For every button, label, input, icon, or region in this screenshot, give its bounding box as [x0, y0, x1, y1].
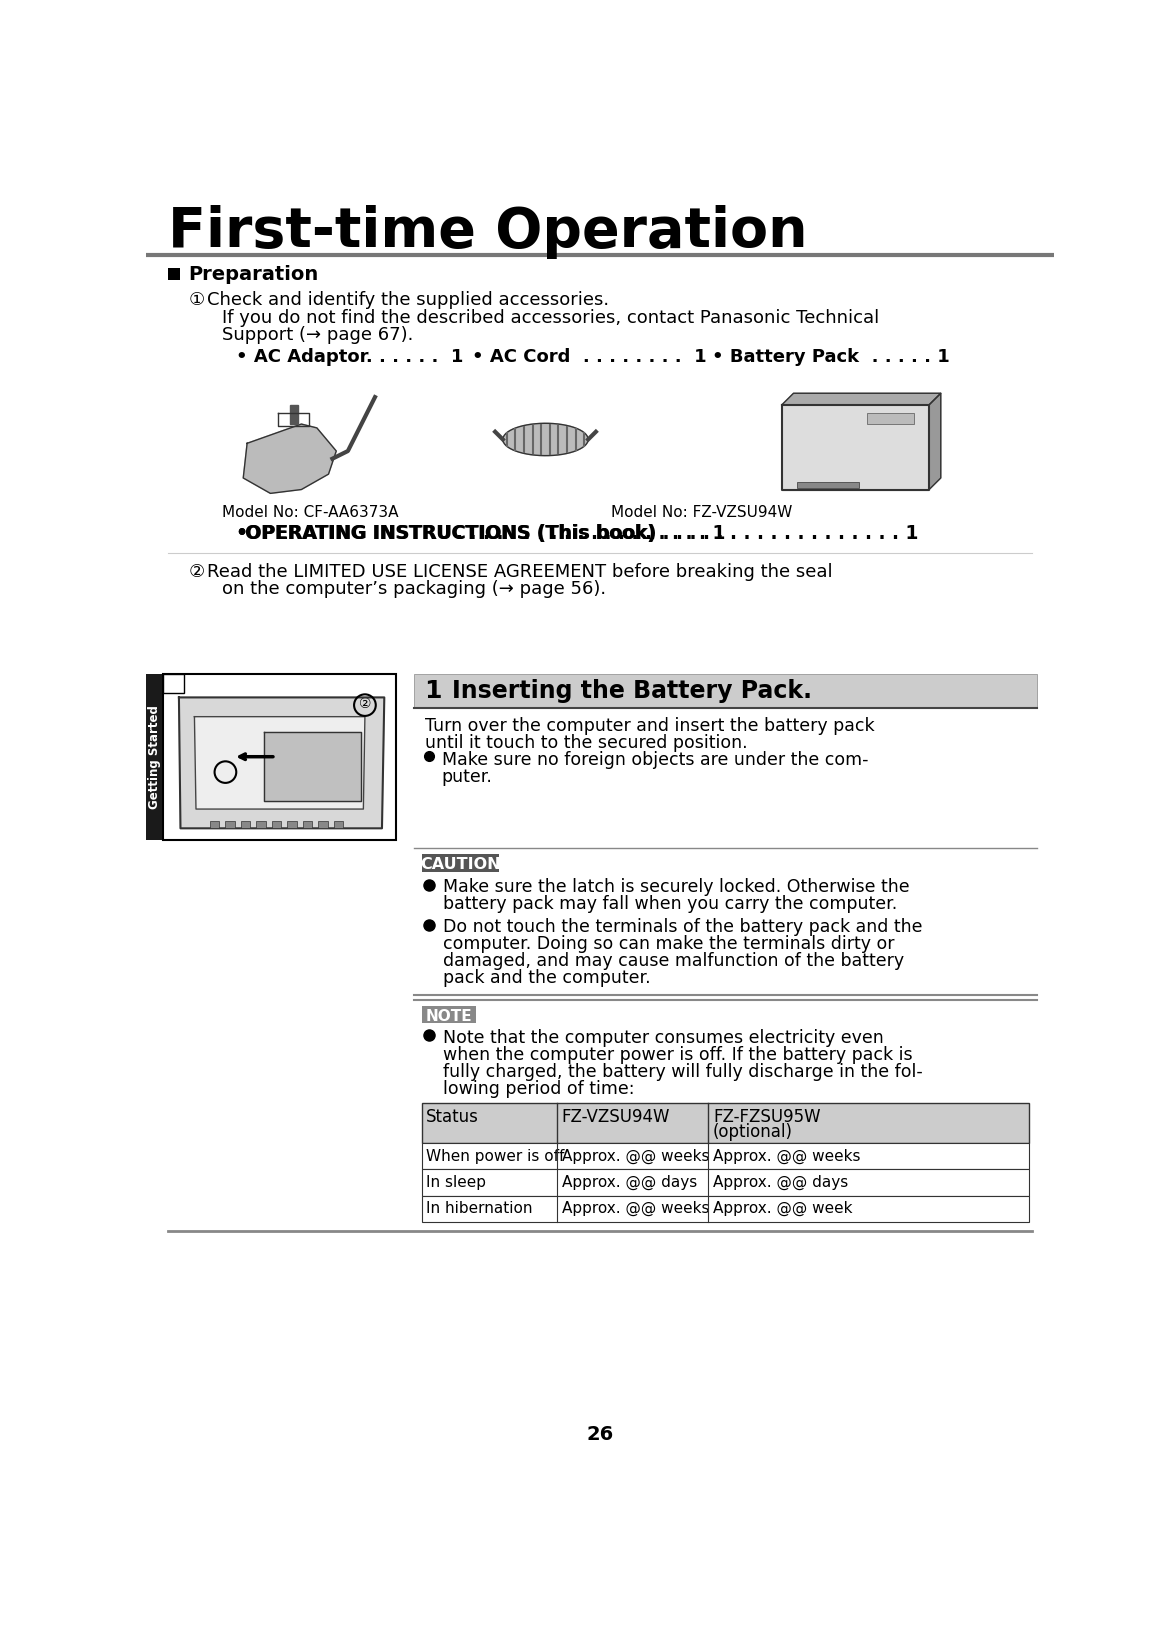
Text: Approx. @@ days: Approx. @@ days — [562, 1175, 697, 1190]
Text: Approx. @@ weeks: Approx. @@ weeks — [562, 1149, 710, 1163]
Text: • AC Cord  . . . . . . . .  1: • AC Cord . . . . . . . . 1 — [472, 348, 706, 366]
Polygon shape — [782, 394, 940, 405]
Bar — [272, 820, 281, 829]
Text: Make sure the latch is securely locked. Otherwise the: Make sure the latch is securely locked. … — [443, 878, 910, 896]
Text: puter.: puter. — [441, 768, 493, 786]
Bar — [334, 820, 343, 829]
Text: battery pack may fall when you carry the computer.: battery pack may fall when you carry the… — [443, 896, 897, 914]
Polygon shape — [289, 405, 297, 423]
Text: Model No: FZ-VZSU94W: Model No: FZ-VZSU94W — [611, 505, 793, 520]
Text: In hibernation: In hibernation — [426, 1201, 533, 1216]
Text: fully charged, the battery will fully discharge in the fol-: fully charged, the battery will fully di… — [443, 1063, 923, 1081]
Bar — [287, 820, 296, 829]
Text: Model No: CF-AA6373A: Model No: CF-AA6373A — [222, 505, 399, 520]
Text: computer. Doing so can make the terminals dirty or: computer. Doing so can make the terminal… — [443, 935, 895, 953]
Bar — [164, 674, 396, 840]
Bar — [226, 820, 234, 829]
Bar — [319, 820, 328, 829]
Text: ②: ② — [189, 563, 205, 581]
Text: (optional): (optional) — [713, 1122, 793, 1140]
Text: CAUTION: CAUTION — [420, 857, 500, 871]
Bar — [169, 267, 180, 281]
Polygon shape — [929, 394, 940, 489]
Text: FZ-FZSU95W: FZ-FZSU95W — [713, 1108, 821, 1126]
Text: Preparation: Preparation — [189, 266, 319, 284]
Text: Read the LIMITED USE LICENSE AGREEMENT before breaking the seal: Read the LIMITED USE LICENSE AGREEMENT b… — [207, 563, 833, 581]
Bar — [422, 1144, 1029, 1170]
Text: . . . . . . . . . . . . . . . . . . . 1: . . . . . . . . . . . . . . . . . . . 1 — [649, 523, 918, 543]
Text: 1: 1 — [425, 679, 443, 702]
Bar — [867, 412, 913, 423]
Text: Getting Started: Getting Started — [148, 706, 160, 809]
Text: on the computer’s packaging (→ page 56).: on the computer’s packaging (→ page 56). — [222, 581, 607, 599]
Text: OPERATING INSTRUCTIONS (This book): OPERATING INSTRUCTIONS (This book) — [245, 523, 656, 543]
Text: 1: 1 — [166, 676, 177, 694]
Text: Check and identify the supplied accessories.: Check and identify the supplied accessor… — [207, 290, 609, 309]
Text: In sleep: In sleep — [426, 1175, 486, 1190]
Text: Make sure no foreign objects are under the com-: Make sure no foreign objects are under t… — [441, 752, 868, 770]
Text: • Battery Pack  . . . . . 1: • Battery Pack . . . . . 1 — [712, 348, 950, 366]
Text: • AC Adaptor. . . . . .  1: • AC Adaptor. . . . . . 1 — [235, 348, 463, 366]
Text: Approx. @@ days: Approx. @@ days — [713, 1175, 848, 1190]
Text: Approx. @@ weeks: Approx. @@ weeks — [562, 1201, 710, 1216]
Bar — [422, 1170, 1029, 1196]
Text: Do not touch the terminals of the battery pack and the: Do not touch the terminals of the batter… — [443, 919, 923, 937]
Bar — [241, 820, 251, 829]
Text: NOTE: NOTE — [425, 1009, 472, 1024]
Text: when the computer power is off. If the battery pack is: when the computer power is off. If the b… — [443, 1047, 913, 1065]
Bar — [256, 820, 266, 829]
Bar — [413, 674, 1036, 709]
Bar — [422, 1103, 1029, 1144]
Text: lowing period of time:: lowing period of time: — [443, 1080, 635, 1098]
Text: Support (→ page 67).: Support (→ page 67). — [222, 327, 413, 345]
Text: Inserting the Battery Pack.: Inserting the Battery Pack. — [452, 679, 813, 702]
Text: •: • — [235, 523, 254, 543]
Text: Note that the computer consumes electricity even: Note that the computer consumes electric… — [443, 1029, 884, 1047]
Text: pack and the computer.: pack and the computer. — [443, 970, 651, 988]
Bar — [303, 820, 313, 829]
Polygon shape — [265, 732, 361, 801]
Text: Approx. @@ weeks: Approx. @@ weeks — [713, 1149, 861, 1163]
Text: When power is off: When power is off — [426, 1149, 564, 1163]
Bar — [422, 1196, 1029, 1223]
Text: If you do not find the described accessories, contact Panasonic Technical: If you do not find the described accesso… — [222, 309, 879, 327]
Bar — [164, 674, 184, 693]
Text: . . . . . . . . . . . . . . . . . . . 1: . . . . . . . . . . . . . . . . . . . 1 — [456, 523, 725, 543]
Text: •: • — [235, 523, 254, 543]
Polygon shape — [194, 717, 365, 809]
Text: ①: ① — [219, 763, 232, 778]
Text: Status: Status — [426, 1108, 479, 1126]
Polygon shape — [782, 405, 929, 489]
Text: FZ-VZSU94W: FZ-VZSU94W — [562, 1108, 670, 1126]
Polygon shape — [244, 423, 336, 494]
Text: Turn over the computer and insert the battery pack: Turn over the computer and insert the ba… — [425, 717, 875, 735]
Bar — [422, 853, 499, 873]
Text: until it touch to the secured position.: until it touch to the secured position. — [425, 735, 747, 752]
Text: ①: ① — [189, 290, 205, 309]
Text: Approx. @@ week: Approx. @@ week — [713, 1201, 852, 1216]
Bar — [146, 674, 162, 840]
Polygon shape — [179, 697, 384, 829]
Bar — [210, 820, 219, 829]
Bar — [797, 482, 860, 487]
Text: First-time Operation: First-time Operation — [169, 205, 808, 259]
Bar — [422, 1006, 475, 1022]
Text: ②: ② — [358, 696, 371, 711]
Polygon shape — [502, 423, 588, 456]
Text: 26: 26 — [587, 1424, 614, 1444]
Text: damaged, and may cause malfunction of the battery: damaged, and may cause malfunction of th… — [443, 952, 904, 970]
Text: OPERATING INSTRUCTIONS (This book): OPERATING INSTRUCTIONS (This book) — [246, 523, 656, 543]
